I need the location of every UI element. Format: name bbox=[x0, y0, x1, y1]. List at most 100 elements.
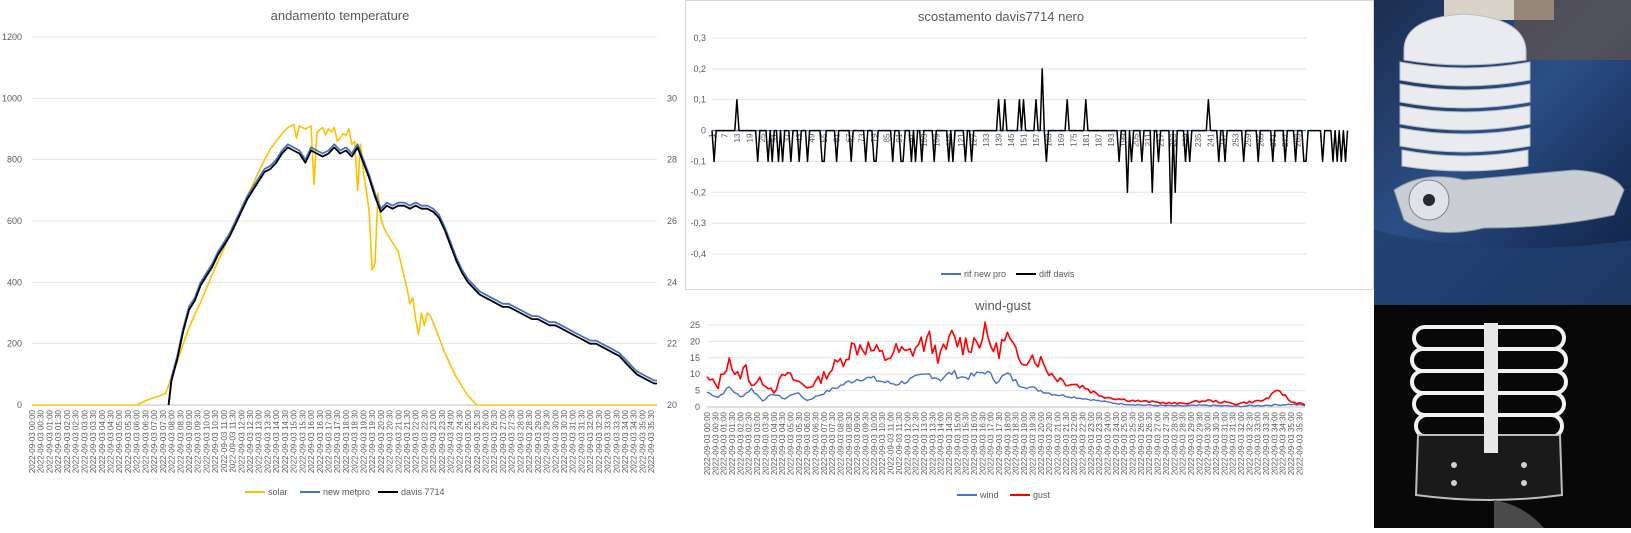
x-tick-label: 2022-09-03 21:30 bbox=[1062, 411, 1071, 475]
radiation-shield-illustration bbox=[1374, 0, 1631, 305]
x-tick-label: 2022-09-03 06:30 bbox=[141, 409, 150, 473]
x-tick-label: 2022-09-03 08:00 bbox=[837, 411, 846, 475]
x-tick-label: 2022-09-03 23:30 bbox=[438, 409, 447, 473]
x-tick-label: 2022-09-03 04:00 bbox=[98, 409, 107, 473]
x-tick-label: 2022-09-03 08:30 bbox=[176, 409, 185, 473]
x-tick-label: 37 bbox=[783, 133, 792, 142]
x-tick-label: 2022-09-03 17:30 bbox=[995, 411, 1004, 475]
x-tick-label: 2022-09-03 04:30 bbox=[778, 411, 787, 475]
x-tick-label: 2022-09-03 30:30 bbox=[560, 409, 569, 473]
y-tick-label: 5 bbox=[695, 386, 700, 396]
x-tick-label: 2022-09-03 14:00 bbox=[272, 409, 281, 473]
x-tick-label: 2022-09-03 10:00 bbox=[202, 409, 211, 473]
x-tick-label: 2022-09-03 10:00 bbox=[870, 411, 879, 475]
x-tick-label: 2022-09-03 31:30 bbox=[1229, 411, 1238, 475]
x-tick-label: 2022-09-03 31:00 bbox=[1220, 411, 1229, 475]
x-tick-label: 2022-09-03 28:00 bbox=[1170, 411, 1179, 475]
x-tick-label: 2022-09-03 35:00 bbox=[1287, 411, 1296, 475]
legend-label: rif new pro bbox=[964, 269, 1006, 279]
x-tick-label: 139 bbox=[995, 133, 1004, 147]
x-tick-label: 2022-09-03 05:30 bbox=[795, 411, 804, 475]
x-tick-label: 211 bbox=[1144, 133, 1153, 146]
x-tick-label: 2022-09-03 24:30 bbox=[455, 409, 464, 473]
y-tick-label: 0 bbox=[701, 126, 706, 136]
x-tick-label: 2022-09-03 23:30 bbox=[1095, 411, 1104, 475]
x-tick-label: 2022-09-03 11:00 bbox=[887, 411, 896, 474]
wind-gust-chart-panel: wind-gust 0 5 10 15 20 25 2022-09-03 00:00 2022-… bbox=[685, 295, 1374, 528]
x-tick-label: 2022-09-03 33:00 bbox=[604, 409, 613, 473]
x-tick-label: 2022-09-03 00:30 bbox=[711, 411, 720, 475]
x-tick-label: 2022-09-03 04:30 bbox=[106, 409, 115, 473]
x-tick-label: 283 bbox=[1294, 133, 1303, 147]
x-tick-label: 2022-09-03 07:30 bbox=[159, 409, 168, 473]
x-tick-label: 2022-09-03 04:00 bbox=[770, 411, 779, 475]
x-tick-label: 2022-09-03 01:00 bbox=[45, 409, 54, 473]
x-tick-label: 2022-09-03 08:00 bbox=[168, 409, 177, 473]
x-tick-label: 2022-09-03 30:30 bbox=[1212, 411, 1221, 475]
x-tick-label: 2022-09-03 03:00 bbox=[753, 411, 762, 475]
x-tick-label: 2022-09-03 07:00 bbox=[820, 411, 829, 475]
legend-label: solar bbox=[268, 487, 288, 497]
x-tick-label: 2022-09-03 18:30 bbox=[1012, 411, 1021, 475]
x-tick-label: 2022-09-03 03:30 bbox=[89, 409, 98, 473]
y-tick-label: 15 bbox=[690, 353, 700, 363]
x-tick-label: 181 bbox=[1082, 133, 1091, 147]
ring-sensor-illustration bbox=[1410, 323, 1568, 528]
y-left-tick-label: 400 bbox=[7, 277, 22, 287]
x-tick-label: 2022-09-03 09:00 bbox=[185, 409, 194, 473]
x-tick-label: 2022-09-03 14:30 bbox=[945, 411, 954, 475]
x-tick-label: 2022-09-03 14:00 bbox=[937, 411, 946, 475]
x-tick-label: 2022-09-03 21:00 bbox=[1053, 411, 1062, 475]
x-tick-label: 2022-09-03 06:30 bbox=[811, 411, 820, 475]
x-tick-label: 2022-09-03 25:00 bbox=[464, 409, 473, 473]
x-tick-label: 55 bbox=[820, 133, 829, 142]
x-tick-label: 2022-09-03 16:30 bbox=[978, 411, 987, 475]
x-tick-label: 2022-09-03 26:30 bbox=[490, 409, 499, 473]
series-gust-line bbox=[706, 321, 1306, 406]
x-tick-label: 2022-09-03 29:30 bbox=[543, 409, 552, 473]
x-tick-label: 31 bbox=[770, 133, 779, 142]
y-left-tick-label: 1200 bbox=[2, 32, 22, 42]
deviation-chart-panel: scostamento davis7714 nero -0,4 -0,3 -0,2 -0… bbox=[685, 0, 1374, 290]
y-tick-label: -0,2 bbox=[690, 187, 706, 197]
x-tick-label: 2022-09-03 22:30 bbox=[1078, 411, 1087, 475]
x-tick-label: 2022-09-03 14:30 bbox=[281, 409, 290, 473]
x-tick-label: 79 bbox=[870, 133, 879, 142]
x-tick-label: 2022-09-03 05:00 bbox=[786, 411, 795, 475]
x-tick-label: 85 bbox=[882, 133, 891, 142]
x-tick-label: 43 bbox=[795, 133, 804, 142]
x-tick-label: 2022-09-03 30:00 bbox=[1204, 411, 1213, 475]
x-tick-label: 2022-09-03 34:00 bbox=[1270, 411, 1279, 475]
x-tick-label: 2022-09-03 29:00 bbox=[534, 409, 543, 473]
x-tick-label: 235 bbox=[1194, 133, 1203, 147]
temperature-chart-panel: andamento temperature 0 200 400 600 800 1000 12… bbox=[0, 0, 685, 528]
x-tick-label: 277 bbox=[1281, 133, 1290, 147]
y-tick-label: -0,4 bbox=[690, 249, 706, 259]
x-tick-label: 2022-09-03 28:30 bbox=[1179, 411, 1188, 475]
x-tick-label: 2022-09-03 22:00 bbox=[1070, 411, 1079, 475]
x-tick-label: 2022-09-03 03:30 bbox=[761, 411, 770, 475]
x-tick-label: 2022-09-03 24:00 bbox=[1104, 411, 1113, 475]
x-tick-label: 2022-09-03 06:00 bbox=[803, 411, 812, 475]
x-tick-label: 2022-09-03 27:30 bbox=[508, 409, 517, 473]
x-tick-label: 2022-09-03 15:00 bbox=[953, 411, 962, 475]
y-tick-label: 0 bbox=[695, 402, 700, 412]
x-tick-label: 2022-09-03 24:30 bbox=[1112, 411, 1121, 475]
x-tick-label: 2022-09-03 35:30 bbox=[1295, 411, 1304, 475]
x-tick-label: 2022-09-03 34:30 bbox=[1279, 411, 1288, 475]
legend-label: diff davis bbox=[1039, 269, 1075, 279]
x-tick-label: 2022-09-03 12:00 bbox=[237, 409, 246, 473]
y-right-tick-label: 22 bbox=[667, 339, 677, 349]
x-tick-label: 2022-09-03 32:30 bbox=[595, 409, 604, 473]
y-left-tick-label: 800 bbox=[7, 155, 22, 165]
x-tick-label: 2022-09-03 03:00 bbox=[80, 409, 89, 473]
x-tick-label: 2022-09-03 21:30 bbox=[403, 409, 412, 473]
x-tick-label: 2022-09-03 32:00 bbox=[586, 409, 595, 473]
x-tick-label: 49 bbox=[808, 133, 817, 142]
x-tick-label: 187 bbox=[1094, 133, 1103, 147]
x-tick-label: 73 bbox=[858, 133, 867, 142]
y-tick-label: 0,2 bbox=[693, 64, 706, 74]
x-tick-label: 2022-09-03 32:30 bbox=[1245, 411, 1254, 475]
x-tick-label: 205 bbox=[1132, 133, 1141, 147]
radiation-shield-photo bbox=[1374, 0, 1631, 305]
